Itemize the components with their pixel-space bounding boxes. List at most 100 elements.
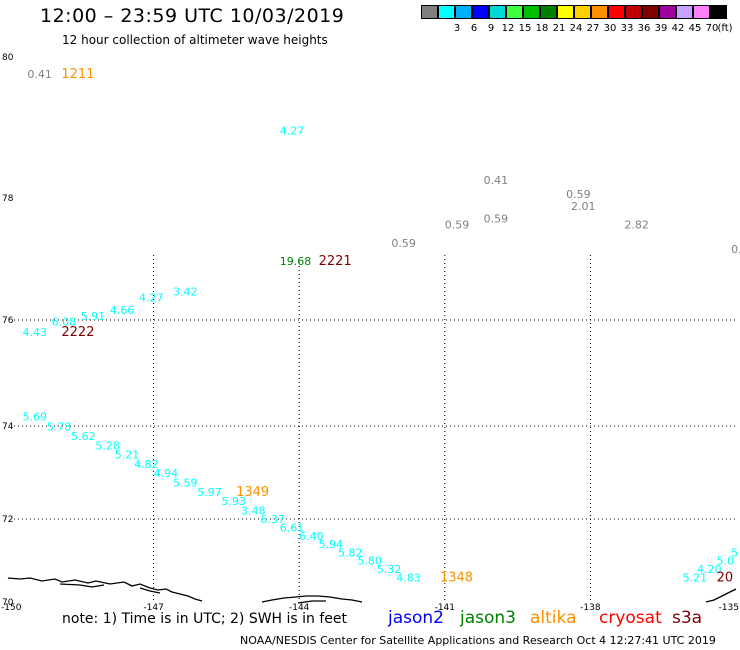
legend-label: 42 [671,23,685,34]
satellite-name: jason2 [388,608,444,628]
wave-height-value: 19.68 [280,255,312,268]
legend-swatch [710,5,727,19]
wave-height-value: 4.94 [154,467,179,480]
wave-height-value: 4.83 [396,571,421,584]
lat-tick-label: 80 [2,53,14,63]
footer-note: note: 1) Time is in UTC; 2) SWH is in fe… [62,611,348,627]
legend-label: 27 [586,23,600,34]
wave-height-value: 0.59 [484,212,509,225]
legend-swatch [438,5,455,19]
legend-label: 33 [620,23,634,34]
wave-height-value: 6.61 [280,521,305,534]
coastline-segment [139,587,161,594]
pass-time-label: 2221 [319,254,352,269]
satellite-name: cryosat [599,608,662,628]
lon-tick-label: -147 [143,603,163,613]
legend-swatch [642,5,659,19]
coastline-segment [705,588,737,603]
wave-height-value: 6.08 [52,315,77,328]
legend-unit: (ft) [717,23,733,34]
coastline-segment [7,577,203,602]
wave-height-value: 4.82 [134,458,159,471]
legend-swatch [523,5,540,19]
legend-label: 9 [487,23,495,34]
wave-height-value: 5 [731,546,738,559]
wave-height-value: 6.40 [299,530,324,543]
wave-height-value: 0.59 [445,219,470,232]
axis-labels: -150 -147 -144 -141 -138 -135 80 78 76 74 72 70 [1,53,739,613]
wave-height-value: 6.37 [260,513,285,526]
legend-label: 36 [637,23,651,34]
wave-height-value: 0. [731,243,740,256]
wave-height-value: 2.82 [624,219,649,232]
credit-line: NOAA/NESDIS Center for Satellite Applica… [240,634,716,647]
lon-tick-label: -144 [289,603,310,613]
coastline [7,577,737,604]
lon-tick-label: -135 [719,603,739,613]
legend-label: 18 [535,23,549,34]
legend-label: 3 [453,23,461,34]
legend-label: 39 [654,23,668,34]
lat-tick-label: 70 [2,598,14,608]
wave-height-value: 0.59 [391,237,416,250]
lat-tick-label: 74 [2,422,14,432]
graticule [14,255,736,602]
wave-height-value: 2.01 [571,200,596,213]
legend-swatch [608,5,625,19]
wave-height-value: 4.66 [110,304,135,317]
legend-label: 12 [501,23,515,34]
legend-label: 45 [688,23,702,34]
wave-height-value: 0.59 [566,188,591,201]
coastline-segment [297,600,326,604]
legend-swatch [591,5,608,19]
wave-height-value: 0.41 [27,68,52,81]
wave-height-value: 5.69 [23,411,47,424]
map-subtitle: 12 hour collection of altimeter wave hei… [62,33,328,47]
wave-height-value: 3.48 [241,504,266,517]
wave-height-value: 5.91 [81,310,106,323]
wave-height-value: 5.94 [319,538,344,551]
wave-height-value: 4.27 [280,125,305,138]
legend-label: 24 [569,23,583,34]
coastline-segment [59,583,105,588]
legend-label: 70 [705,23,719,34]
pass-time-label: 1348 [440,570,473,585]
legend-swatch [574,5,591,19]
lat-tick-label: 76 [2,316,14,326]
wave-height-value: 4.43 [23,326,47,339]
wave-height-value: 0.41 [484,174,509,187]
legend-swatch [693,5,710,19]
pass-time-label: 1211 [61,67,94,82]
wave-height-value: 4.27 [139,292,164,305]
legend-swatch [506,5,523,19]
pass-time-label: 1349 [236,485,269,500]
wave-height-value: 4.20 [697,563,722,576]
legend-label: 15 [518,23,532,34]
map-title: 12:00 – 23:59 UTC 10/03/2019 [40,5,345,27]
legend-label: 21 [552,23,566,34]
wave-height-value: 5.62 [71,430,96,443]
legend-swatch [472,5,489,19]
wave-height-value: 5.21 [683,571,708,584]
lat-tick-label: 72 [2,515,13,525]
wave-height-value: 5.97 [197,486,222,499]
legend-swatch [659,5,676,19]
wave-height-value: 5.82 [338,546,363,559]
wave-height-value: 5.0 [717,555,735,568]
satellite-name: jason3 [460,608,516,628]
pass-time-label: 20 [717,570,734,585]
pass-time-label: 2222 [61,325,94,340]
wave-height-value: 5.28 [95,439,120,452]
legend-swatch [540,5,557,19]
legend-swatch [625,5,642,19]
legend-label: 30 [603,23,617,34]
legend-label: 6 [470,23,478,34]
coastline-segment [261,595,363,603]
legend-swatch [421,5,438,19]
wave-height-value: 5.78 [47,421,72,434]
wave-height-value: 5.80 [357,555,382,568]
legend-swatch [557,5,574,19]
wave-height-value: 5.32 [377,563,402,576]
